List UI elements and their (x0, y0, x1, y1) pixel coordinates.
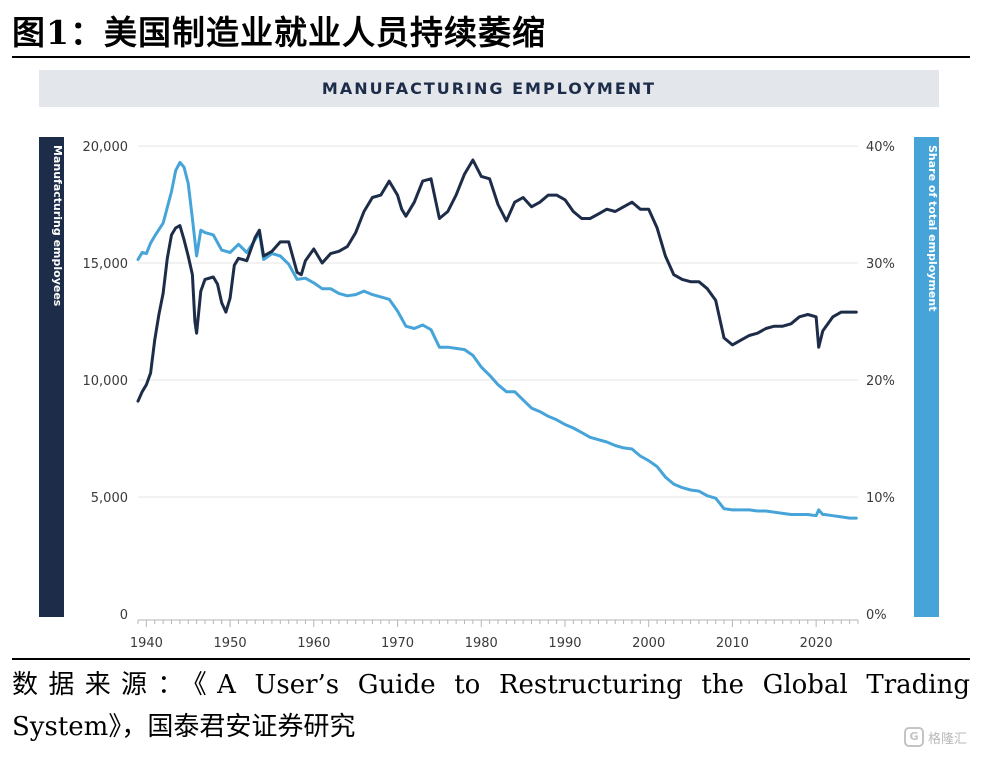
watermark: G 格隆汇 (903, 727, 967, 747)
series-lines (136, 158, 858, 520)
x-tick-label: 1940 (130, 636, 163, 651)
x-tick-label: 1960 (297, 636, 330, 651)
y2-tick-label: 10% (866, 491, 895, 506)
gridlines (138, 145, 858, 498)
employees-series-line (136, 158, 858, 403)
y-tick-label: 5,000 (91, 491, 128, 506)
x-tick-label: 2020 (800, 636, 833, 651)
chart-title: MANUFACTURING EMPLOYMENT (321, 79, 657, 98)
y-tick-label: 20,000 (83, 140, 129, 155)
watermark-logo-icon: G (903, 727, 924, 747)
y-tick-label: 15,000 (83, 257, 129, 272)
x-tick-label: 1950 (214, 636, 247, 651)
y2-tick-label: 30% (866, 257, 895, 272)
y2-tick-label: 20% (866, 374, 895, 389)
x-tick-label: 1980 (465, 636, 498, 651)
x-tick-label: 1970 (381, 636, 414, 651)
x-tick-label: 2010 (716, 636, 749, 651)
y-tick-label: 0 (120, 608, 128, 623)
left-axis-label-bar: Manufacturing employees (39, 137, 64, 617)
bottom-rule (12, 658, 970, 660)
left-tick-labels: 0 5,000 10,000 15,000 20,000 (83, 140, 129, 623)
y2-tick-label: 40% (866, 140, 895, 155)
y-tick-label: 10,000 (83, 374, 129, 389)
x-tick-label: 2000 (632, 636, 665, 651)
share-series-line (136, 160, 858, 520)
x-tick-label: 1990 (548, 636, 581, 651)
figure-title: 图1：美国制造业就业人员持续萎缩 (12, 13, 546, 52)
right-tick-labels: 0% 10% 20% 30% 40% (866, 140, 895, 623)
watermark-text: 格隆汇 (927, 731, 967, 747)
chart-title-banner: MANUFACTURING EMPLOYMENT (39, 70, 939, 107)
y2-tick-label: 0% (866, 608, 887, 623)
top-rule (12, 56, 970, 58)
right-axis-label-bar: Share of total employment (914, 137, 939, 617)
x-axis: 1940 1950 1960 1970 1980 1990 2000 2010 2020 (130, 619, 859, 651)
source-line-1: 数据来源：《A User’s Guide to Restructuring th… (12, 670, 970, 700)
source-line-2: System》，国泰君安证券研究 (12, 712, 356, 742)
